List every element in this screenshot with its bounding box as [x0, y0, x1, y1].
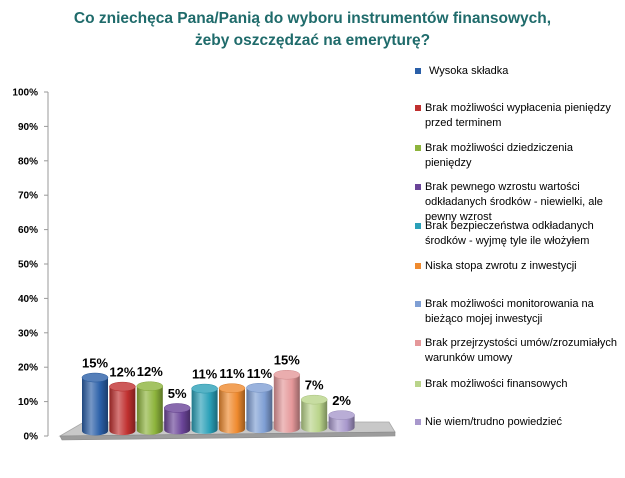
bar	[328, 415, 355, 432]
bar	[273, 374, 300, 433]
legend-label: Brak przejrzystości umów/zrozumiałych wa…	[425, 337, 617, 364]
bar	[301, 399, 328, 433]
chart-title-line-2: żeby oszczędzać na emeryturę?	[194, 32, 431, 49]
y-tick-label: 0%	[24, 432, 39, 443]
bars	[81, 369, 355, 436]
y-tick-label: 70%	[18, 191, 38, 202]
bar-top	[218, 383, 246, 393]
legend-item: Brak możliwości finansowych	[412, 377, 617, 392]
data-label: 11%	[247, 366, 273, 381]
data-label: 12%	[109, 365, 135, 380]
legend-swatch	[415, 381, 421, 387]
y-tick-label: 50%	[18, 260, 38, 271]
legend-label: Brak możliwości finansowych	[425, 378, 568, 390]
legend-swatch	[415, 301, 421, 307]
bar-top	[246, 383, 273, 393]
data-label: 15%	[82, 356, 108, 371]
bar-top	[109, 381, 136, 392]
legend-swatch	[415, 105, 421, 111]
bar-top	[191, 383, 218, 394]
bar-top	[300, 394, 328, 405]
data-label: 5%	[168, 386, 187, 401]
legend-item: Niska stopa zwrotu z inwestycji	[412, 259, 617, 274]
bar-chart-plot: 0%10%20%30%40%50%60%70%80%90%100% 15%12%…	[12, 88, 396, 443]
chart-title: Co zniechęca Pana/Panią do wyboru instru…	[0, 8, 625, 52]
data-label: 2%	[332, 393, 351, 408]
data-label: 11%	[192, 367, 218, 382]
chart-floor-front	[59, 431, 396, 441]
data-labels: 15%12% 12%5%11% 11% 11%15%7%2%	[82, 353, 351, 408]
legend-label: Wysoka składka	[429, 65, 509, 77]
bar-top	[81, 372, 109, 383]
legend-swatch	[415, 223, 421, 229]
y-tick-label: 60%	[18, 225, 38, 236]
legend-item: Brak możliwości wypłacenia pieniędzy prz…	[412, 101, 617, 131]
legend-label: Brak możliwości monitorowania na bieżąco…	[425, 298, 594, 325]
bar-top	[163, 403, 191, 413]
bar	[219, 388, 245, 434]
legend-item: Brak bezpieczeństwa odkładanych środków …	[412, 219, 617, 249]
data-label: 11%	[219, 366, 245, 381]
legend-item: Wysoka składka	[412, 64, 617, 79]
legend-item: Brak pewnego wzrostu wartości odkładanyc…	[412, 180, 617, 225]
legend-swatch	[415, 263, 421, 269]
legend-label: Brak bezpieczeństwa odkładanych środków …	[425, 220, 594, 247]
legend-swatch	[415, 340, 421, 346]
y-tick-label: 100%	[12, 88, 38, 99]
legend-swatch	[415, 68, 421, 74]
bar	[82, 377, 108, 436]
bar	[246, 387, 273, 434]
bar-top	[328, 410, 355, 420]
legend-swatch	[415, 184, 421, 190]
y-tick-label: 30%	[18, 328, 38, 339]
chart-title-line-1: Co zniechęca Pana/Panią do wyboru instru…	[73, 10, 552, 27]
y-tick-label: 40%	[18, 294, 38, 305]
bar-top	[273, 369, 301, 380]
bar	[109, 386, 136, 436]
legend-item: Brak możliwości monitorowania na bieżąco…	[412, 297, 617, 327]
y-tick-label: 10%	[18, 397, 38, 408]
y-axis: 0% 10% 20% 30% 40% 50% 60% 70% 80% 90% 100%	[12, 88, 49, 443]
legend-swatch	[415, 145, 421, 151]
bar-top	[136, 381, 164, 391]
y-tick-label: 80%	[18, 156, 38, 167]
bar	[164, 407, 191, 435]
y-tick-label: 90%	[18, 122, 38, 133]
legend-item: Brak przejrzystości umów/zrozumiałych wa…	[412, 336, 617, 366]
legend-label: Brak pewnego wzrostu wartości odkładanyc…	[425, 181, 603, 223]
legend-label: Brak możliwości wypłacenia pieniędzy prz…	[425, 102, 611, 129]
data-label: 12%	[137, 364, 163, 379]
legend-item: Nie wiem/trudno powiedzieć	[412, 415, 617, 430]
bar	[191, 388, 218, 434]
chart-legend: Wysoka składka Brak możliwości wypłacenia…	[412, 0, 625, 478]
data-label: 15%	[274, 353, 300, 368]
data-label: 7%	[305, 378, 324, 393]
legend-label: Nie wiem/trudno powiedzieć	[425, 416, 562, 428]
legend-label: Niska stopa zwrotu z inwestycji	[425, 260, 577, 272]
y-tick-label: 20%	[18, 363, 38, 374]
legend-item: Brak możliwości dziedziczenia pieniędzy	[412, 141, 617, 171]
bar	[136, 386, 163, 435]
legend-swatch	[415, 419, 421, 425]
legend-label: Brak możliwości dziedziczenia pieniędzy	[425, 142, 573, 169]
